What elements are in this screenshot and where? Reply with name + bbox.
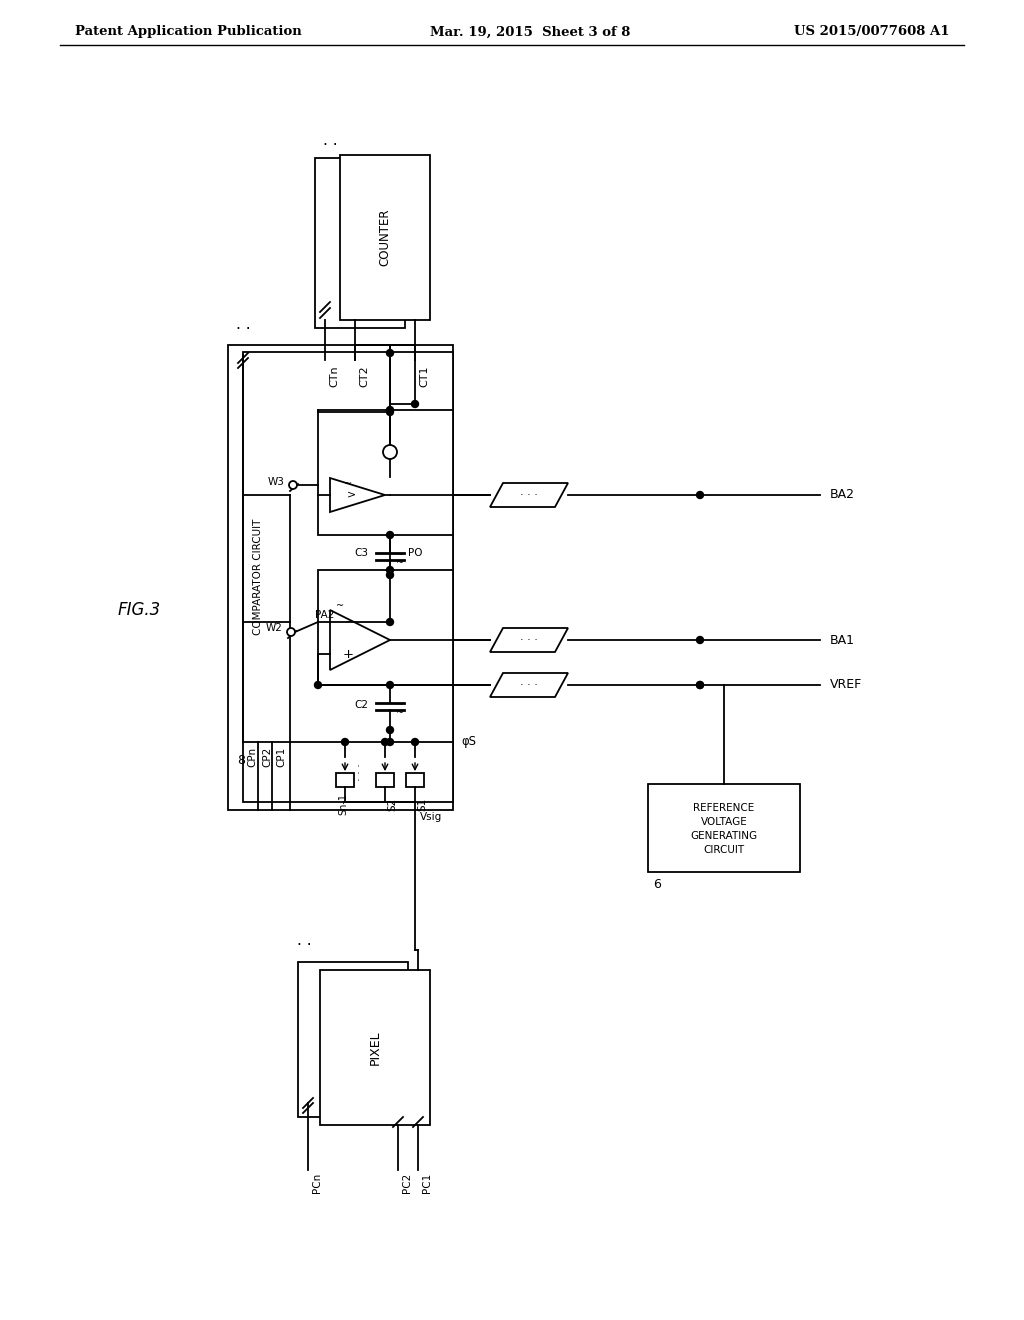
Text: >: > bbox=[347, 488, 356, 499]
Text: REFERENCE: REFERENCE bbox=[693, 803, 755, 813]
Bar bbox=[318, 411, 453, 535]
Bar bbox=[315, 158, 406, 327]
Text: φS: φS bbox=[461, 735, 476, 748]
Circle shape bbox=[386, 726, 393, 734]
Text: · ·: · · bbox=[323, 137, 337, 153]
Bar bbox=[406, 774, 424, 787]
Bar bbox=[648, 784, 800, 873]
Circle shape bbox=[341, 738, 348, 746]
Text: C3: C3 bbox=[354, 548, 368, 558]
Text: · · ·: · · · bbox=[520, 490, 538, 500]
Text: CT1: CT1 bbox=[419, 366, 429, 387]
Circle shape bbox=[696, 681, 703, 689]
Circle shape bbox=[696, 491, 703, 499]
Circle shape bbox=[386, 572, 393, 578]
Circle shape bbox=[386, 407, 393, 413]
Text: PC1: PC1 bbox=[422, 1173, 432, 1193]
Circle shape bbox=[386, 681, 393, 689]
Text: 6: 6 bbox=[653, 878, 660, 891]
Text: PO: PO bbox=[408, 548, 423, 558]
Text: +: + bbox=[342, 648, 353, 660]
Bar bbox=[298, 962, 408, 1117]
Text: W2: W2 bbox=[266, 623, 283, 634]
Circle shape bbox=[386, 408, 393, 416]
Circle shape bbox=[383, 445, 397, 459]
Bar bbox=[319, 970, 430, 1125]
Bar bbox=[228, 345, 453, 810]
Text: VOLTAGE: VOLTAGE bbox=[700, 817, 748, 828]
Text: ~: ~ bbox=[396, 700, 404, 710]
Bar bbox=[340, 154, 430, 319]
Circle shape bbox=[696, 636, 703, 644]
Circle shape bbox=[289, 480, 297, 488]
Text: PCn: PCn bbox=[312, 1173, 322, 1193]
Circle shape bbox=[386, 738, 393, 746]
Text: ~: ~ bbox=[396, 708, 404, 718]
Text: Vsig: Vsig bbox=[420, 812, 442, 822]
Circle shape bbox=[386, 619, 393, 626]
Text: ~: ~ bbox=[336, 601, 344, 611]
Bar bbox=[318, 570, 453, 685]
Text: CTn: CTn bbox=[329, 366, 339, 387]
Text: · ·: · · bbox=[236, 322, 250, 338]
Text: PA2: PA2 bbox=[315, 610, 335, 620]
Circle shape bbox=[386, 566, 393, 573]
Text: PIXEL: PIXEL bbox=[369, 1030, 382, 1065]
Bar bbox=[243, 352, 453, 803]
Text: S1: S1 bbox=[417, 797, 427, 810]
Text: ~: ~ bbox=[396, 550, 404, 560]
Text: VREF: VREF bbox=[830, 678, 862, 692]
Text: Patent Application Publication: Patent Application Publication bbox=[75, 25, 302, 38]
Text: CP2: CP2 bbox=[262, 747, 272, 767]
Text: FIG.3: FIG.3 bbox=[118, 601, 161, 619]
Text: · · ·: · · · bbox=[355, 763, 365, 781]
Text: COUNTER: COUNTER bbox=[379, 209, 391, 265]
Text: PC2: PC2 bbox=[402, 1173, 412, 1193]
Circle shape bbox=[287, 628, 295, 636]
Text: CP1: CP1 bbox=[276, 747, 286, 767]
Circle shape bbox=[412, 400, 419, 408]
Text: COMPARATOR CIRCUIT: COMPARATOR CIRCUIT bbox=[253, 519, 263, 635]
Text: GENERATING: GENERATING bbox=[690, 832, 758, 841]
Text: -: - bbox=[346, 615, 350, 628]
Text: CPn: CPn bbox=[247, 747, 257, 767]
Text: · ·: · · bbox=[297, 937, 311, 953]
Circle shape bbox=[382, 738, 388, 746]
Text: CT2: CT2 bbox=[359, 366, 369, 387]
Text: CIRCUIT: CIRCUIT bbox=[703, 845, 744, 855]
Circle shape bbox=[386, 350, 393, 356]
Text: ~: ~ bbox=[396, 558, 404, 568]
Text: 8: 8 bbox=[237, 754, 245, 767]
Text: Sn-1: Sn-1 bbox=[338, 793, 348, 814]
Circle shape bbox=[696, 681, 703, 689]
Text: Mar. 19, 2015  Sheet 3 of 8: Mar. 19, 2015 Sheet 3 of 8 bbox=[430, 25, 631, 38]
Text: · · ·: · · · bbox=[520, 680, 538, 690]
Circle shape bbox=[412, 738, 419, 746]
Text: US 2015/0077608 A1: US 2015/0077608 A1 bbox=[795, 25, 950, 38]
Text: C2: C2 bbox=[354, 700, 368, 710]
Bar bbox=[336, 774, 354, 787]
Text: ~: ~ bbox=[344, 479, 352, 488]
Text: BA2: BA2 bbox=[830, 488, 855, 502]
Text: S2: S2 bbox=[387, 797, 397, 810]
Text: BA1: BA1 bbox=[830, 634, 855, 647]
Text: · · ·: · · · bbox=[520, 635, 538, 645]
Bar bbox=[376, 774, 394, 787]
Circle shape bbox=[386, 532, 393, 539]
Text: W3: W3 bbox=[268, 477, 285, 487]
Circle shape bbox=[314, 681, 322, 689]
